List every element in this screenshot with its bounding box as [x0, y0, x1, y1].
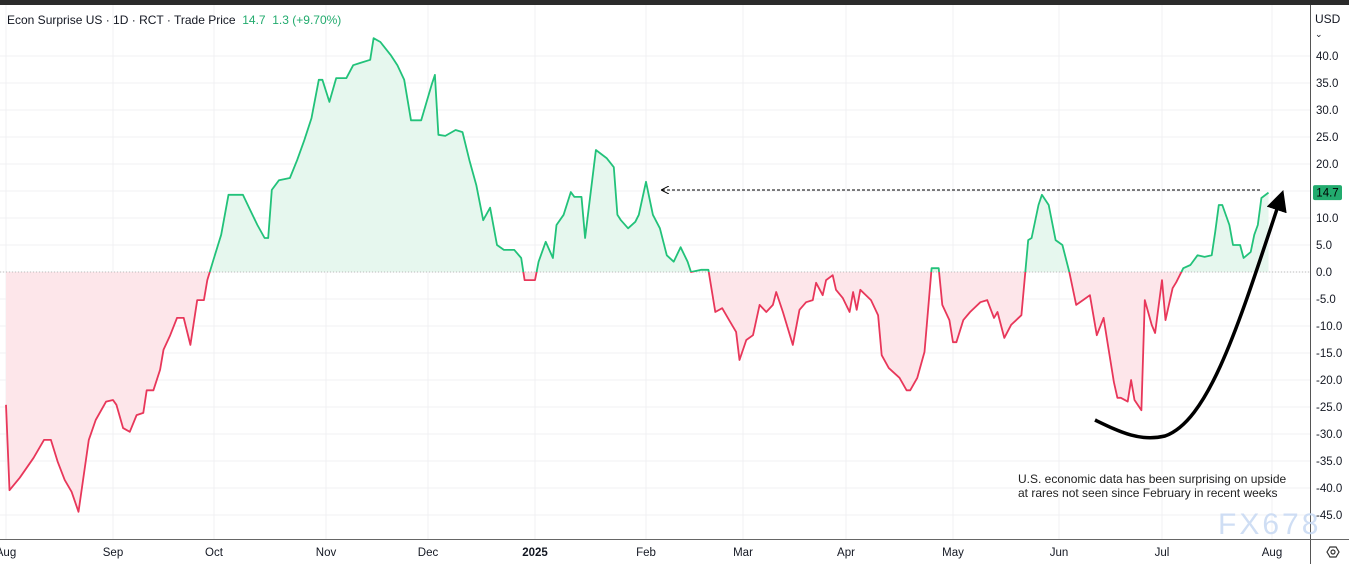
y-tick-label: -10.0 [1316, 321, 1342, 333]
x-tick-label: Jul [1155, 547, 1170, 559]
source: RCT [139, 13, 164, 27]
y-tick-label: 5.0 [1316, 240, 1332, 252]
annotation-line-2: at rares not seen since February in rece… [1018, 486, 1278, 500]
x-tick-label: 2025 [522, 547, 548, 559]
curved-trend-arrow [1094, 190, 1287, 440]
series-line [5, 37, 1270, 513]
watermark-logo: FX678 [1218, 508, 1322, 541]
y-tick-label: -40.0 [1316, 483, 1342, 495]
chevron-down-icon: ⌄ [1315, 29, 1323, 39]
y-tick-label: 30.0 [1316, 105, 1338, 117]
x-tick-label: Jun [1050, 547, 1069, 559]
currency-label: USD [1315, 12, 1341, 26]
y-tick-label: -30.0 [1316, 429, 1342, 441]
window-top-bar [0, 0, 1349, 5]
x-tick-label: Oct [205, 547, 224, 559]
x-tick-label: Sep [103, 547, 123, 559]
negative-area [6, 272, 1269, 512]
area-fills [6, 38, 1269, 512]
series-legend[interactable]: Econ Surprise US · 1D · RCT · Trade Pric… [7, 13, 342, 27]
y-tick-label: 25.0 [1316, 132, 1338, 144]
last-value: 14.7 [242, 13, 266, 27]
price-axis[interactable]: 40.0 35.0 30.0 25.0 20.0 10.0 5.0 0.0 -5.0 -10.0 -… [1316, 51, 1342, 522]
y-tick-label: -15.0 [1316, 348, 1342, 360]
x-tick-label: Mar [733, 547, 753, 559]
change-percent: (+9.70%) [292, 13, 342, 27]
positive-area [6, 38, 1269, 272]
y-tick-label: -20.0 [1316, 375, 1342, 387]
x-tick-label: Aug [1262, 547, 1282, 559]
last-value-badge: 14.7 [1313, 185, 1342, 201]
negative-line [5, 272, 1183, 513]
positive-line [208, 37, 1270, 272]
x-tick-label: May [942, 547, 964, 559]
currency-selector[interactable]: USD ⌄ [1312, 10, 1349, 42]
annotation-line-1: U.S. economic data has been surprising o… [1018, 472, 1287, 486]
x-tick-label: Nov [316, 547, 337, 559]
x-tick-label: Dec [418, 547, 439, 559]
y-tick-label: -45.0 [1316, 510, 1342, 522]
settings-icon[interactable] [1326, 546, 1340, 558]
y-tick-label: 40.0 [1316, 51, 1338, 63]
y-tick-label: -35.0 [1316, 456, 1342, 468]
x-tick-label: Feb [636, 547, 656, 559]
y-tick-label: -5.0 [1316, 294, 1336, 306]
y-tick-label: -25.0 [1316, 402, 1342, 414]
y-tick-label: 10.0 [1316, 213, 1338, 225]
x-tick-label: Aug [0, 547, 16, 559]
price-type: Trade Price [173, 13, 236, 27]
last-value-label: 14.7 [1316, 188, 1338, 200]
symbol-name: Econ Surprise US [7, 13, 103, 27]
y-tick-label: 35.0 [1316, 78, 1338, 90]
interval: 1D [113, 13, 129, 27]
x-tick-label: Apr [837, 547, 855, 559]
y-tick-label: 20.0 [1316, 159, 1338, 171]
y-tick-label: 0.0 [1316, 267, 1332, 279]
annotation-text: U.S. economic data has been surprising o… [1018, 472, 1286, 500]
time-axis[interactable]: Aug Sep Oct Nov Dec 2025 Feb Mar Apr May Jun Jul Aug [0, 547, 1282, 559]
change-value: 1.3 [272, 13, 289, 27]
